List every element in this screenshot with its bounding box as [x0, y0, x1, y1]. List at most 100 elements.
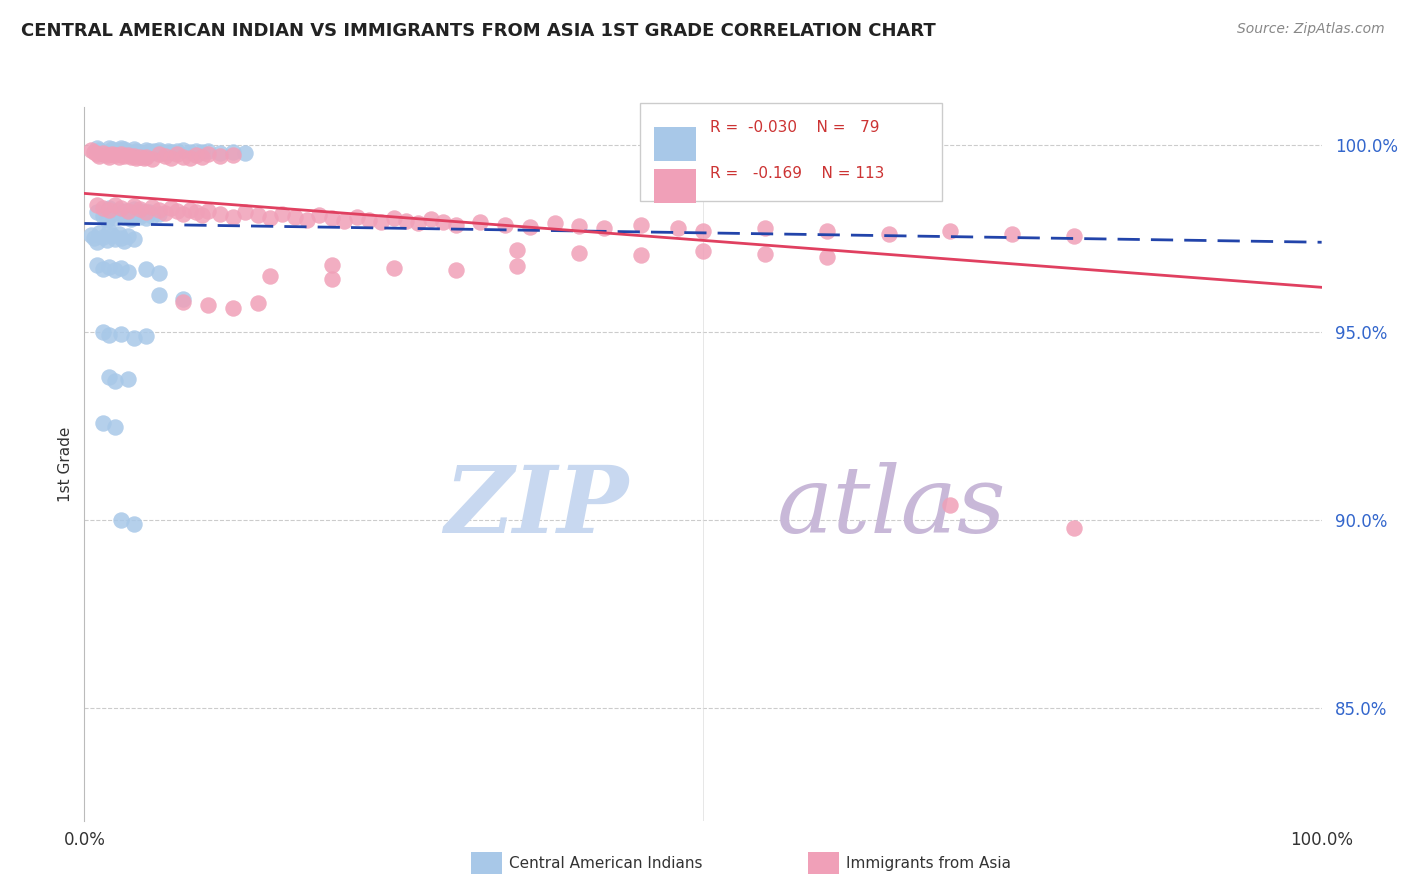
- Point: [197, 298, 219, 312]
- Point: [117, 148, 139, 162]
- Point: [135, 150, 157, 164]
- Point: [145, 145, 167, 160]
- Point: [89, 149, 111, 163]
- Point: [321, 211, 343, 226]
- Text: Source: ZipAtlas.com: Source: ZipAtlas.com: [1237, 22, 1385, 37]
- Point: [108, 143, 131, 157]
- Point: [222, 145, 245, 159]
- Point: [153, 206, 176, 220]
- Point: [166, 204, 188, 219]
- Point: [141, 209, 163, 223]
- Point: [96, 145, 118, 160]
- Point: [100, 228, 122, 243]
- Point: [191, 145, 214, 160]
- Point: [110, 260, 132, 275]
- Point: [122, 232, 145, 246]
- Point: [308, 208, 330, 222]
- Point: [470, 214, 492, 228]
- Point: [184, 148, 207, 162]
- Point: [284, 210, 307, 224]
- Point: [91, 201, 114, 215]
- Point: [110, 231, 132, 245]
- Point: [166, 144, 188, 158]
- Point: [1063, 229, 1085, 244]
- Point: [86, 205, 108, 219]
- Point: [103, 145, 125, 159]
- Point: [184, 144, 207, 158]
- Point: [148, 207, 170, 221]
- Point: [115, 204, 138, 219]
- Point: [1001, 227, 1024, 241]
- Point: [132, 207, 155, 221]
- Point: [86, 235, 108, 250]
- Point: [135, 205, 157, 219]
- Point: [89, 226, 111, 240]
- Point: [593, 221, 616, 235]
- Point: [222, 301, 245, 315]
- Point: [172, 293, 194, 307]
- Point: [112, 210, 135, 224]
- Point: [172, 207, 194, 221]
- Point: [179, 145, 201, 160]
- Point: [321, 272, 343, 286]
- Point: [357, 212, 380, 227]
- Point: [86, 147, 108, 161]
- Point: [246, 208, 269, 222]
- Point: [197, 147, 219, 161]
- Point: [104, 374, 127, 388]
- Point: [135, 262, 157, 277]
- Point: [98, 140, 121, 154]
- Point: [197, 203, 219, 218]
- Point: [138, 205, 160, 219]
- Point: [209, 149, 232, 163]
- Point: [346, 210, 368, 224]
- Point: [246, 296, 269, 310]
- Point: [100, 207, 122, 221]
- Point: [815, 224, 838, 238]
- Point: [122, 149, 145, 163]
- Point: [129, 146, 152, 161]
- Point: [179, 152, 201, 166]
- Point: [444, 218, 467, 232]
- Point: [222, 210, 245, 224]
- Point: [568, 219, 591, 233]
- Point: [754, 246, 776, 260]
- Point: [271, 207, 294, 221]
- Point: [692, 244, 714, 258]
- Point: [110, 206, 132, 220]
- Point: [128, 145, 150, 160]
- Point: [128, 210, 150, 224]
- Point: [222, 148, 245, 162]
- Point: [370, 215, 392, 229]
- Point: [172, 150, 194, 164]
- Point: [160, 202, 183, 216]
- Point: [115, 144, 138, 158]
- Point: [91, 326, 114, 340]
- Point: [382, 260, 405, 275]
- Point: [233, 146, 256, 161]
- Point: [83, 145, 105, 160]
- Point: [108, 150, 131, 164]
- Point: [135, 329, 157, 343]
- Point: [110, 202, 132, 216]
- Point: [877, 227, 900, 241]
- Point: [519, 220, 541, 235]
- Point: [98, 203, 121, 218]
- Point: [141, 145, 163, 160]
- Point: [122, 516, 145, 531]
- Point: [100, 146, 122, 161]
- Point: [104, 148, 127, 162]
- Point: [129, 202, 152, 217]
- Point: [233, 205, 256, 219]
- Point: [91, 261, 114, 276]
- Point: [148, 143, 170, 157]
- Point: [118, 208, 141, 222]
- Point: [120, 150, 142, 164]
- Point: [432, 214, 454, 228]
- Point: [120, 147, 142, 161]
- Point: [98, 260, 121, 274]
- Point: [96, 212, 118, 227]
- Point: [122, 202, 145, 217]
- Point: [630, 248, 652, 262]
- Point: [91, 209, 114, 223]
